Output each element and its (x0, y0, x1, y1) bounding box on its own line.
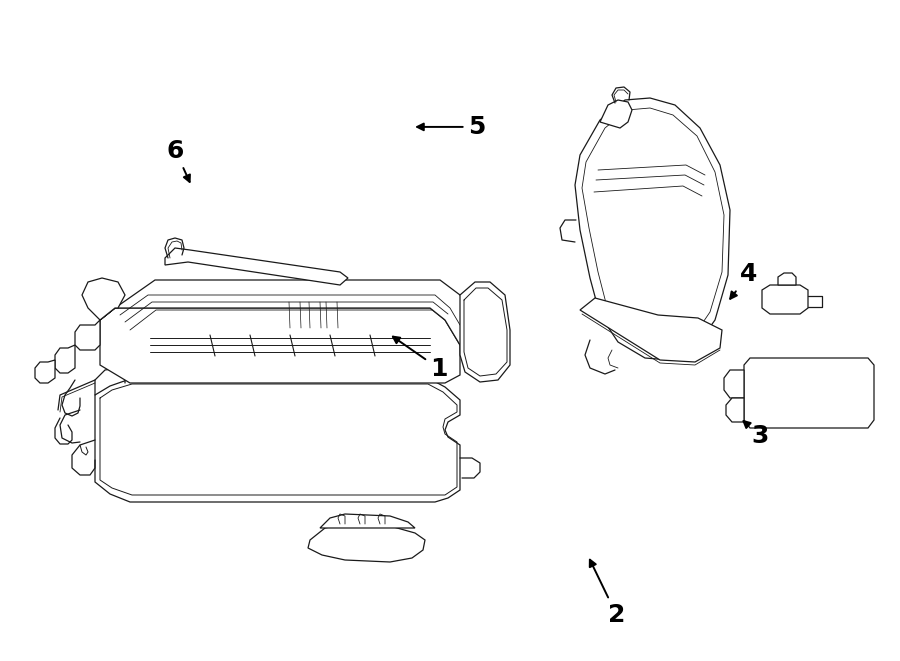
Ellipse shape (670, 257, 690, 283)
Polygon shape (55, 345, 75, 373)
Polygon shape (460, 282, 510, 382)
Ellipse shape (287, 304, 302, 326)
Polygon shape (165, 248, 348, 285)
Polygon shape (762, 285, 808, 314)
Polygon shape (600, 100, 632, 128)
Circle shape (480, 328, 494, 342)
Polygon shape (575, 98, 730, 360)
Polygon shape (35, 360, 55, 383)
Ellipse shape (325, 304, 339, 326)
Ellipse shape (786, 375, 814, 395)
Circle shape (477, 325, 497, 345)
Circle shape (794, 382, 810, 398)
Text: 2: 2 (590, 560, 625, 627)
Ellipse shape (684, 186, 706, 214)
Text: 4: 4 (730, 262, 758, 299)
Ellipse shape (323, 301, 341, 329)
Circle shape (481, 352, 493, 364)
Polygon shape (744, 358, 874, 428)
Polygon shape (95, 379, 460, 502)
Text: 5: 5 (418, 115, 486, 139)
Polygon shape (308, 524, 425, 562)
Polygon shape (82, 278, 125, 320)
Ellipse shape (306, 301, 324, 329)
Text: 3: 3 (743, 421, 770, 448)
Ellipse shape (308, 304, 322, 326)
Ellipse shape (286, 301, 304, 329)
Polygon shape (580, 298, 722, 362)
Polygon shape (75, 320, 100, 350)
Text: 1: 1 (393, 336, 448, 381)
Polygon shape (726, 398, 744, 422)
Ellipse shape (826, 385, 844, 399)
Polygon shape (320, 514, 415, 528)
Polygon shape (100, 280, 475, 348)
Text: 6: 6 (166, 139, 190, 182)
Ellipse shape (829, 379, 851, 397)
Polygon shape (724, 370, 744, 398)
Polygon shape (582, 108, 724, 347)
Polygon shape (778, 273, 796, 285)
Polygon shape (100, 308, 460, 383)
